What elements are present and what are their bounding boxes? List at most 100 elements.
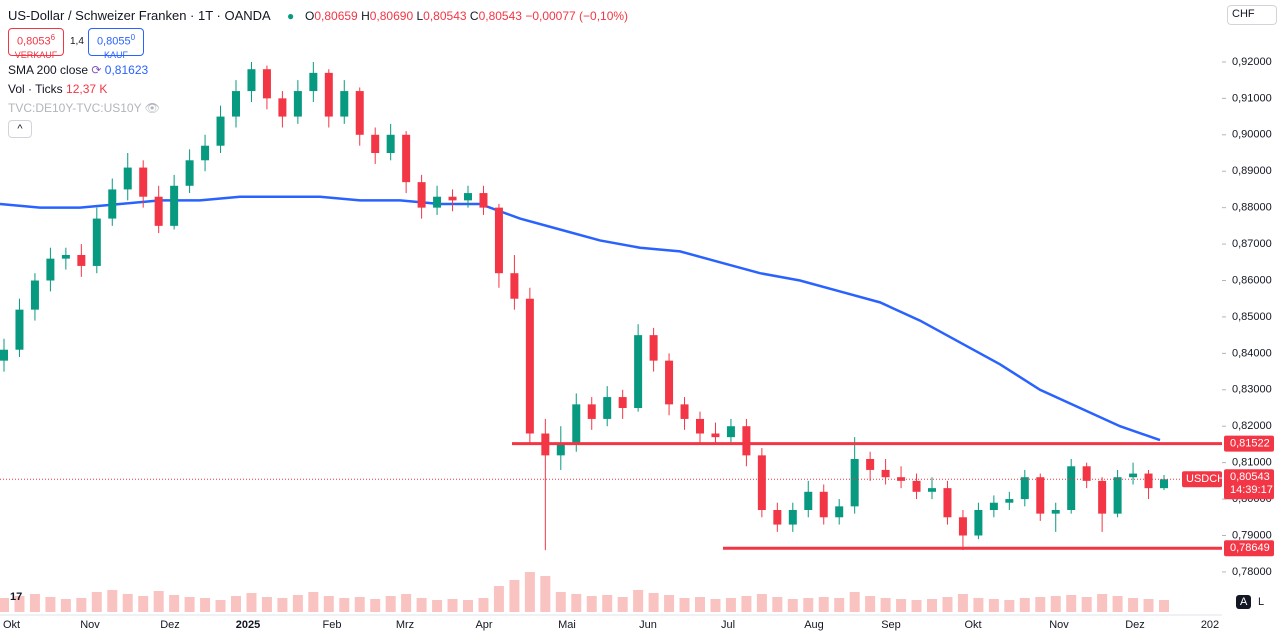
candle-body: [479, 193, 488, 208]
volume-bar: [447, 599, 458, 612]
volume-bar: [14, 596, 25, 612]
candle-body: [572, 404, 581, 445]
volume-bar: [1066, 595, 1077, 612]
candle-body: [1113, 477, 1122, 514]
volume-bar: [60, 599, 71, 612]
value: 0,80690: [369, 9, 414, 23]
x-tick-label: Jul: [721, 619, 735, 631]
candle-body: [556, 444, 565, 456]
y-tick-label: 0,86000: [1232, 274, 1272, 286]
auto-button[interactable]: A: [1236, 595, 1252, 609]
volume-bar: [1112, 596, 1123, 612]
volume-bar: [215, 600, 226, 612]
spread: 1,4: [70, 36, 84, 47]
candle-body: [201, 145, 210, 161]
candle-body: [680, 404, 689, 419]
volume-bar: [1081, 597, 1092, 612]
candle-body: [665, 360, 674, 405]
volume-bar: [29, 594, 40, 612]
candle-body: [989, 502, 998, 510]
volume-bar: [942, 597, 953, 612]
candle-body: [773, 510, 782, 525]
y-tick-label: 0,79000: [1232, 529, 1272, 541]
volume-bar: [555, 592, 566, 612]
candle-body: [61, 255, 70, 259]
compare-legend[interactable]: TVC:DE10Y-TVC:US10Y 👁: [8, 101, 160, 115]
candle-body: [696, 418, 704, 434]
volume-bar: [540, 576, 551, 612]
candle-body: [433, 196, 442, 208]
volume-bar: [138, 596, 149, 612]
volume-bar: [308, 592, 319, 612]
candle-body: [386, 134, 395, 153]
value: 0,80543: [423, 9, 467, 23]
candle-body: [324, 72, 333, 117]
volume-bar: [323, 596, 334, 612]
ohlc: O0,80659 H0,80690 L0,80543 C0,80543 −0,0…: [305, 9, 628, 23]
volume-bar: [169, 595, 180, 612]
symbol-title[interactable]: US-Dollar / Schweizer Franken · 1T · OAN…: [8, 8, 271, 23]
volume-bar: [880, 598, 891, 612]
volume-bar: [1128, 598, 1139, 612]
sell-button[interactable]: 0,80536 VERKAUF: [8, 28, 64, 60]
candle-body: [804, 491, 813, 510]
volume-bar: [1004, 600, 1015, 612]
candle-body: [139, 167, 148, 197]
vol-legend[interactable]: Vol · Ticks 12,37 K: [8, 82, 107, 96]
candle-body: [464, 193, 472, 201]
currency-button[interactable]: CHF: [1227, 5, 1277, 25]
candle-body: [247, 69, 256, 92]
sma-legend[interactable]: SMA 200 close ⟳ 0,81623: [8, 63, 149, 77]
x-tick-label: Nov: [80, 619, 100, 631]
candle-body: [850, 459, 859, 507]
volume-bar: [370, 599, 381, 612]
volume-bar: [200, 598, 211, 612]
candle-body: [494, 207, 503, 274]
candle-body: [340, 91, 349, 117]
y-tick-label: 0,78000: [1232, 566, 1272, 578]
x-tick-label: Mrz: [396, 619, 414, 631]
symbol-tag: [1182, 471, 1222, 488]
y-tick-label: 0,83000: [1232, 384, 1272, 396]
x-tick-label: Okt: [964, 619, 981, 631]
volume-bar: [231, 596, 241, 612]
collapse-button[interactable]: ^: [8, 120, 32, 138]
volume-bar: [1143, 599, 1154, 612]
candle-body: [448, 196, 457, 201]
y-tick-label: 0,89000: [1232, 165, 1272, 177]
volume-bar: [602, 595, 613, 612]
x-tick-label: Dez: [1125, 619, 1145, 631]
volume-bar: [463, 600, 473, 612]
candle-body: [711, 433, 720, 438]
volume-bar: [184, 597, 195, 612]
log-button[interactable]: L: [1258, 596, 1265, 608]
volume-bar: [416, 598, 427, 612]
volume-bar: [91, 592, 102, 612]
buy-button[interactable]: 0,80550 KAUF: [88, 28, 144, 60]
volume-bar: [679, 598, 690, 612]
price-sup: 6: [50, 33, 56, 42]
volume-bar: [695, 597, 705, 612]
label: O: [305, 9, 315, 23]
candle-body: [232, 91, 240, 117]
volume-bar: [787, 599, 798, 612]
candle-body: [216, 116, 225, 146]
candle-body: [1098, 480, 1107, 514]
x-tick-label: Nov: [1049, 619, 1069, 631]
candle-body: [897, 477, 906, 481]
candle-body: [293, 91, 302, 117]
candle-body: [757, 455, 766, 510]
candle-body: [1144, 473, 1153, 489]
volume-bar: [493, 586, 504, 612]
y-tick-label: 0,88000: [1232, 202, 1272, 214]
status-dot: ●: [287, 9, 295, 23]
volume-bar: [927, 599, 937, 612]
candle-body: [1160, 479, 1168, 489]
label: SMA 200 close: [8, 63, 89, 77]
candle-body: [835, 506, 844, 518]
price-tag: [1224, 469, 1274, 500]
volume-bar: [385, 596, 396, 612]
candle-body: [1020, 477, 1029, 500]
candle-body: [309, 72, 318, 92]
